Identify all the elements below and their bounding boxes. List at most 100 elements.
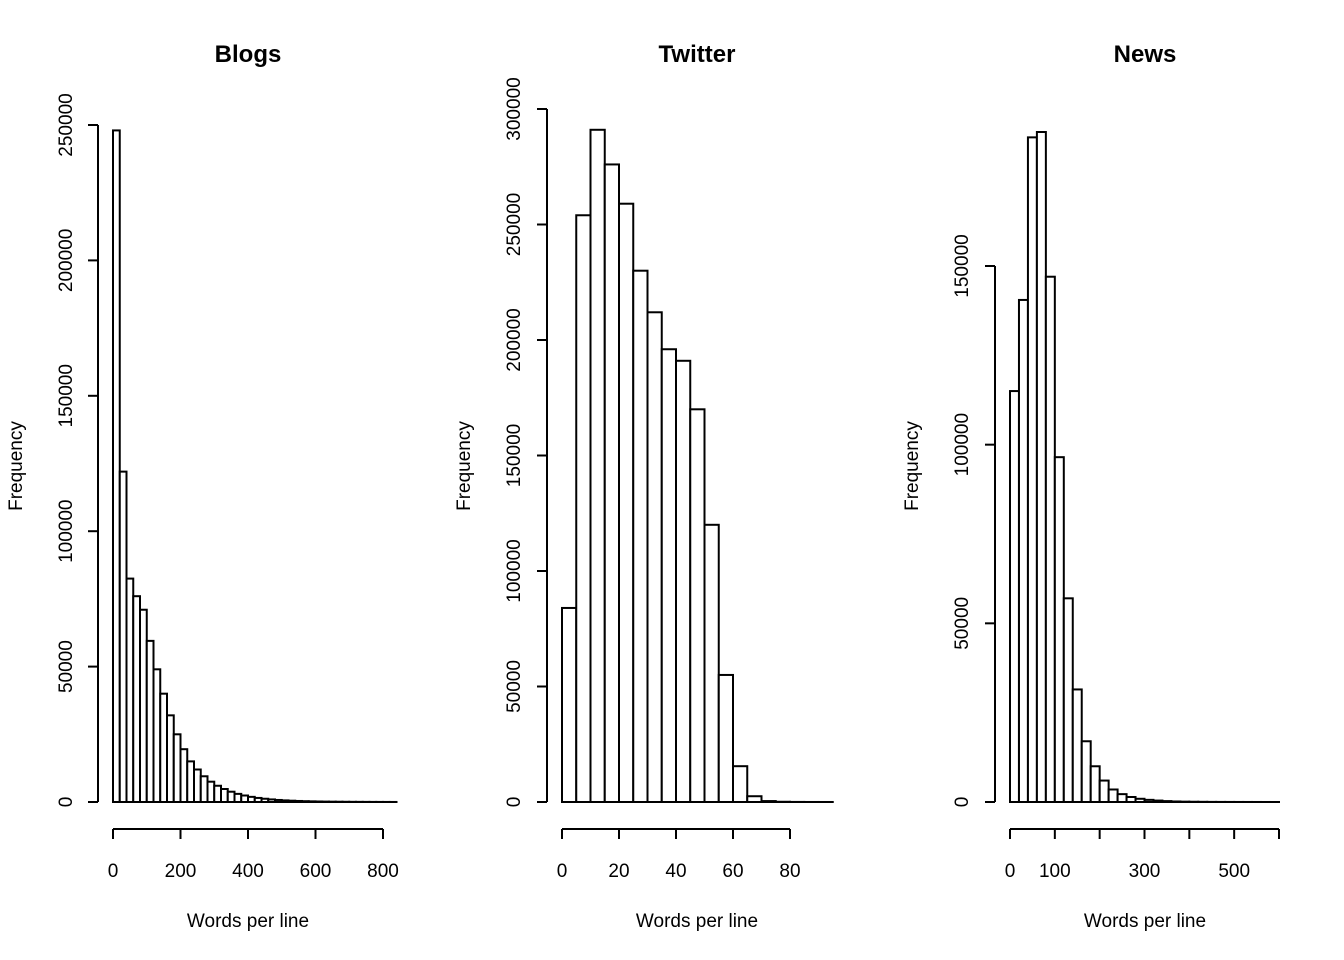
histogram-bar (618, 202, 635, 803)
y-axis-label: Frequency (6, 421, 27, 511)
y-tick-label: 150000 (56, 364, 77, 427)
histogram-bar (1080, 740, 1092, 804)
y-tick-label: 100000 (504, 539, 525, 602)
histogram-bar (112, 129, 121, 803)
chart-title: Blogs (215, 41, 282, 68)
histogram-bar (689, 408, 706, 803)
y-tick-label: 150000 (952, 234, 973, 297)
y-tick-label: 50000 (56, 640, 77, 693)
panel-news: News 0 50000 100000 150000 0 100 300 500 Words pe… (902, 41, 1280, 932)
histogram-bar (132, 595, 141, 804)
histogram-bar (717, 673, 734, 804)
panel-blogs: Blogs 0 50000 100000 150000 200000 250000 0 200 4… (6, 41, 399, 932)
x-tick-label: 100 (1039, 861, 1071, 882)
histogram-bar (1143, 798, 1155, 804)
histogram-bar (575, 214, 592, 803)
histogram-bar (1098, 779, 1110, 803)
y-tick-label: 200000 (504, 308, 525, 371)
y-tick-label: 0 (504, 797, 525, 808)
histogram-bar (1116, 793, 1128, 804)
histogram-bar (1089, 765, 1101, 803)
histogram-bar (760, 800, 777, 803)
histogram-bar (1053, 456, 1065, 803)
y-tick-label: 200000 (56, 229, 77, 292)
y-tick-label: 100000 (952, 413, 973, 476)
x-tick-label: 0 (557, 861, 568, 882)
histogram-bar (118, 470, 128, 803)
histogram-bar (166, 714, 175, 803)
chart-title: Twitter (659, 41, 736, 68)
histogram-bar (314, 800, 324, 803)
y-tick-label: 50000 (952, 597, 973, 650)
histogram-bar (561, 606, 578, 804)
y-tick-label: 0 (952, 797, 973, 808)
histogram-bar (1125, 795, 1137, 803)
histogram-bar (267, 798, 276, 804)
x-tick-label: 400 (232, 861, 264, 882)
histogram-bar (675, 359, 692, 803)
chart-title: News (1114, 41, 1177, 68)
panel-twitter: Twitter 0 50000 100000 150000 200000 250000 300… (454, 41, 834, 932)
x-tick-label: 800 (367, 861, 399, 882)
histogram-bar (139, 608, 148, 803)
histogram-bar (260, 797, 270, 804)
x-axis-label: Words per line (187, 911, 309, 932)
histogram-bar (1062, 597, 1074, 803)
x-tick-label: 80 (779, 861, 800, 882)
histogram-bar (199, 775, 209, 803)
histogram-bar (1017, 298, 1029, 803)
histogram-bar (660, 348, 677, 803)
x-tick-label: 300 (1129, 861, 1161, 882)
histogram-bar (603, 163, 620, 803)
x-tick-label: 200 (165, 861, 197, 882)
y-tick-label: 300000 (504, 77, 525, 140)
x-tick-label: 40 (665, 861, 686, 882)
y-tick-label: 250000 (56, 93, 77, 156)
histogram-bar (1009, 390, 1020, 803)
histogram-bar (1071, 688, 1083, 803)
histogram-bar (1035, 131, 1047, 803)
histogram-bar (274, 798, 283, 803)
histogram-bar (301, 800, 310, 804)
histogram-bar (746, 795, 763, 803)
y-tick-label: 0 (56, 797, 77, 808)
histogram-bar (193, 768, 202, 804)
histogram-bar (1170, 800, 1182, 803)
histogram-bar (732, 765, 749, 804)
histogram-bar (632, 269, 649, 803)
histogram-bar (294, 799, 303, 803)
histogram-bar (145, 639, 155, 804)
histogram-bar (1026, 136, 1038, 804)
x-tick-label: 20 (608, 861, 629, 882)
x-tick-label: 600 (300, 861, 332, 882)
histogram-bar (280, 799, 290, 803)
y-tick-label: 50000 (504, 660, 525, 713)
x-tick-label: 0 (108, 861, 119, 882)
x-axis-label: Words per line (1084, 911, 1206, 932)
histogram-bar (1107, 788, 1119, 804)
x-tick-label: 500 (1218, 861, 1250, 882)
histogram-bar (226, 790, 236, 803)
histogram-bar (240, 794, 249, 803)
histogram-bar (253, 796, 263, 803)
histogram-bar (1044, 275, 1056, 804)
histogram-bar (1152, 799, 1164, 804)
y-tick-label: 250000 (504, 193, 525, 256)
x-tick-label: 0 (1005, 861, 1016, 882)
x-tick-label: 60 (722, 861, 743, 882)
histogram-bar (152, 668, 162, 803)
histogram-bar (220, 788, 229, 803)
y-axis-label: Frequency (902, 421, 923, 511)
y-tick-label: 100000 (56, 499, 77, 562)
y-axis-label: Frequency (454, 421, 475, 511)
histogram-bar (179, 748, 189, 803)
histogram-bar (159, 692, 168, 803)
histogram-bar (213, 784, 222, 804)
histogram-bar (186, 760, 195, 804)
histogram-bar (125, 577, 135, 804)
histogram-bar (1161, 800, 1173, 804)
histogram-bar (233, 792, 243, 803)
histogram-bar (307, 800, 317, 804)
histogram-bar (1134, 797, 1146, 803)
